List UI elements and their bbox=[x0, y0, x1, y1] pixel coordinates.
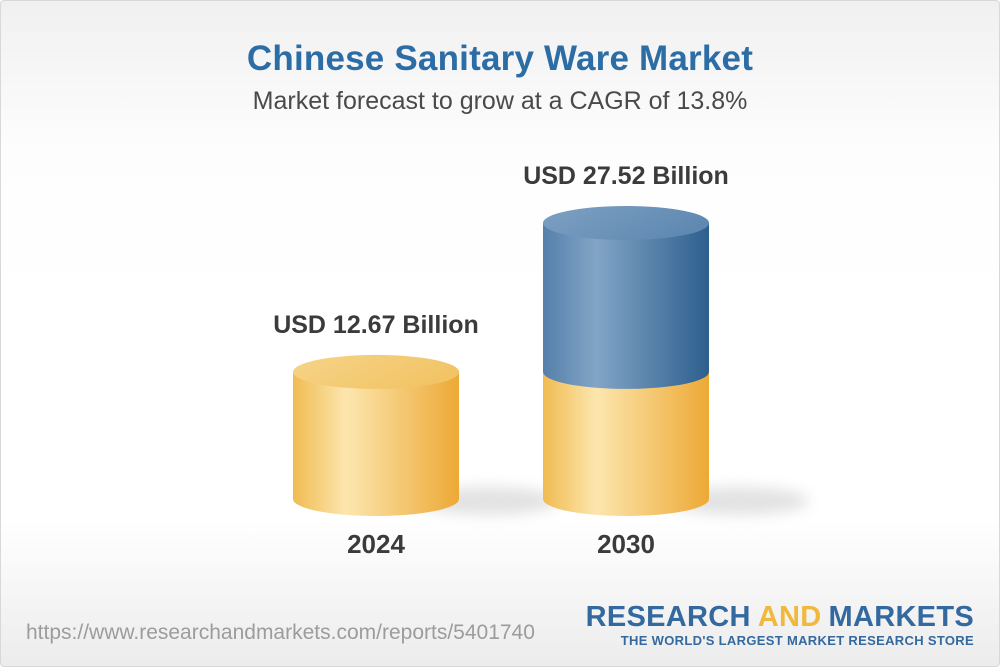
bar-2030-growth-segment bbox=[543, 223, 709, 389]
value-label-2024: USD 12.67 Billion bbox=[273, 310, 479, 339]
bar-2030-base-segment bbox=[543, 371, 709, 516]
bar-2024-body bbox=[293, 371, 459, 516]
bar-2030-top bbox=[543, 206, 709, 240]
page-subtitle: Market forecast to grow at a CAGR of 13.… bbox=[252, 87, 748, 115]
logo-word-research: RESEARCH bbox=[585, 601, 751, 633]
page-title: Chinese Sanitary Ware Market bbox=[246, 39, 754, 78]
value-label-2030: USD 27.52 Billion bbox=[523, 162, 729, 190]
report-url: https://www.researchandmarkets.com/repor… bbox=[26, 621, 535, 644]
logo-wordmark: RESEARCH AND MARKETS bbox=[586, 602, 974, 632]
logo-word-and: AND bbox=[757, 601, 822, 633]
logo-word-markets: MARKETS bbox=[828, 601, 974, 633]
category-label-2030: 2030 bbox=[597, 529, 655, 559]
category-label-2024: 2024 bbox=[347, 529, 405, 559]
logo-tagline: THE WORLD'S LARGEST MARKET RESEARCH STOR… bbox=[620, 633, 974, 648]
research-and-markets-logo: RESEARCH AND MARKETS THE WORLD'S LARGEST M… bbox=[586, 602, 974, 648]
bar-2024-top bbox=[293, 354, 459, 389]
